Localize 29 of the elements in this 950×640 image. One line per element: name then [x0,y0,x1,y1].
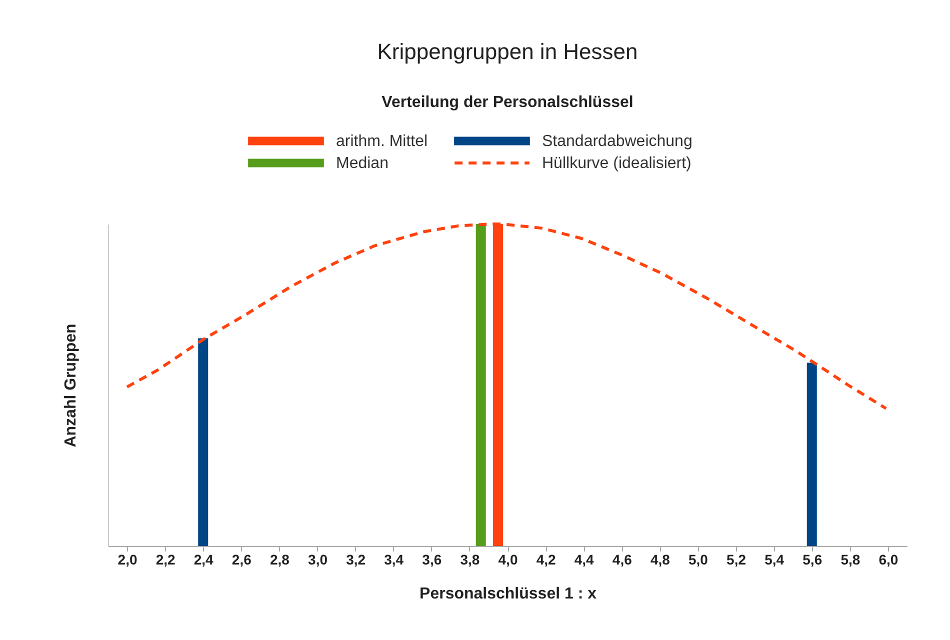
x-tick-label: 3,8 [460,552,480,568]
x-tick-label: 2,0 [118,552,138,568]
x-tick-label: 2,2 [156,552,176,568]
x-tick-label: 2,8 [270,552,290,568]
legend-label: arithm. Mittel [336,133,428,150]
x-tick-label: 3,4 [384,552,404,568]
legend-label: Median [336,155,388,172]
x-tick-label: 5,8 [840,552,860,568]
x-tick-label: 4,6 [612,552,632,568]
x-tick-label: 5,6 [802,552,822,568]
x-tick-label: 5,0 [688,552,708,568]
x-axis-title: Personalschlüssel 1 : x [420,586,597,602]
x-tick-label: 5,2 [726,552,746,568]
y-axis-title: Anzahl Gruppen [62,324,80,448]
chart-title: Krippengruppen in Hessen [377,39,638,64]
x-tick-label: 2,4 [194,552,214,568]
x-tick-label: 4,0 [498,552,518,568]
x-tick-label: 5,4 [764,552,784,568]
x-tick-label: 2,6 [232,552,252,568]
x-tick-label: 3,2 [346,552,366,568]
x-tick-label: 4,4 [574,552,594,568]
legend-label: Standardabweichung [542,133,692,150]
chart-subtitle: Verteilung der Personalschlüssel [382,94,634,111]
x-tick-label: 6,0 [878,552,898,568]
x-tick-label: 4,8 [650,552,670,568]
x-tick-label: 4,2 [536,552,556,568]
x-tick-label: 3,6 [422,552,442,568]
legend-label: Hüllkurve (idealisiert) [542,155,692,172]
x-tick-label: 3,0 [308,552,328,568]
